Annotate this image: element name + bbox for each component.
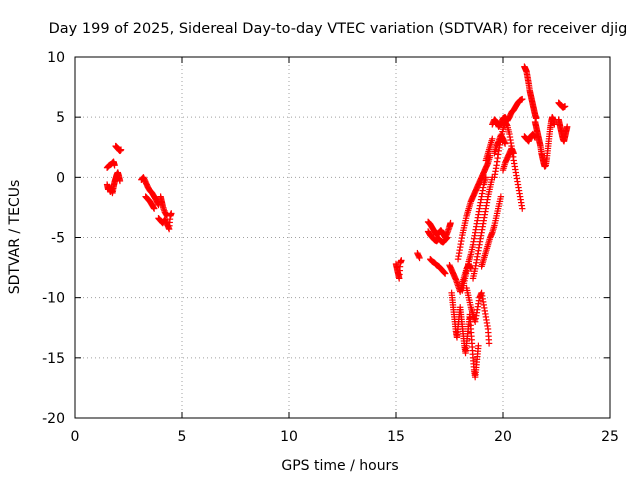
y-tick-label: 10 bbox=[47, 50, 65, 66]
y-tick-label: -5 bbox=[51, 231, 65, 247]
data-point bbox=[475, 342, 482, 349]
data-point bbox=[519, 95, 526, 103]
data-point bbox=[485, 340, 493, 347]
data-point bbox=[444, 234, 451, 241]
x-tick-label: 20 bbox=[494, 429, 512, 445]
x-tick-label: 15 bbox=[387, 429, 405, 445]
grid-lines bbox=[75, 57, 610, 418]
data-point bbox=[501, 140, 509, 147]
plot-frame bbox=[74, 56, 611, 419]
data-point bbox=[519, 205, 526, 212]
data-point bbox=[497, 193, 505, 200]
data-point bbox=[532, 115, 540, 122]
data-point bbox=[116, 177, 124, 185]
y-tick-label: -15 bbox=[42, 351, 65, 367]
data-point bbox=[564, 123, 571, 130]
y-axis-label: SDTVAR / TECUs bbox=[7, 180, 23, 295]
data-point bbox=[551, 121, 558, 128]
data-point bbox=[117, 146, 125, 153]
data-point bbox=[398, 257, 405, 264]
y-tick-label: -20 bbox=[42, 411, 65, 427]
chart-title: Day 199 of 2025, Sidereal Day-to-day VTE… bbox=[49, 21, 628, 37]
x-axis-label: GPS time / hours bbox=[281, 458, 398, 474]
data-points bbox=[103, 63, 571, 381]
y-tick-label: 5 bbox=[56, 110, 65, 126]
data-point bbox=[489, 135, 496, 143]
tick-labels: 0 5 10 15 20 25 -20 -15 -10 -5 0 5 10 bbox=[42, 50, 619, 445]
data-point bbox=[510, 150, 517, 157]
y-tick-label: -10 bbox=[42, 291, 65, 307]
x-tick-label: 10 bbox=[280, 429, 298, 445]
x-tick-label: 0 bbox=[71, 429, 80, 445]
data-point bbox=[150, 205, 158, 212]
x-tick-label: 5 bbox=[178, 429, 187, 445]
data-point bbox=[168, 210, 175, 217]
data-point bbox=[416, 254, 423, 262]
data-point bbox=[561, 103, 569, 110]
data-point bbox=[447, 219, 454, 227]
data-point bbox=[111, 162, 118, 169]
x-tick-label: 25 bbox=[601, 429, 619, 445]
data-point bbox=[442, 270, 449, 277]
y-tick-label: 0 bbox=[56, 170, 65, 186]
